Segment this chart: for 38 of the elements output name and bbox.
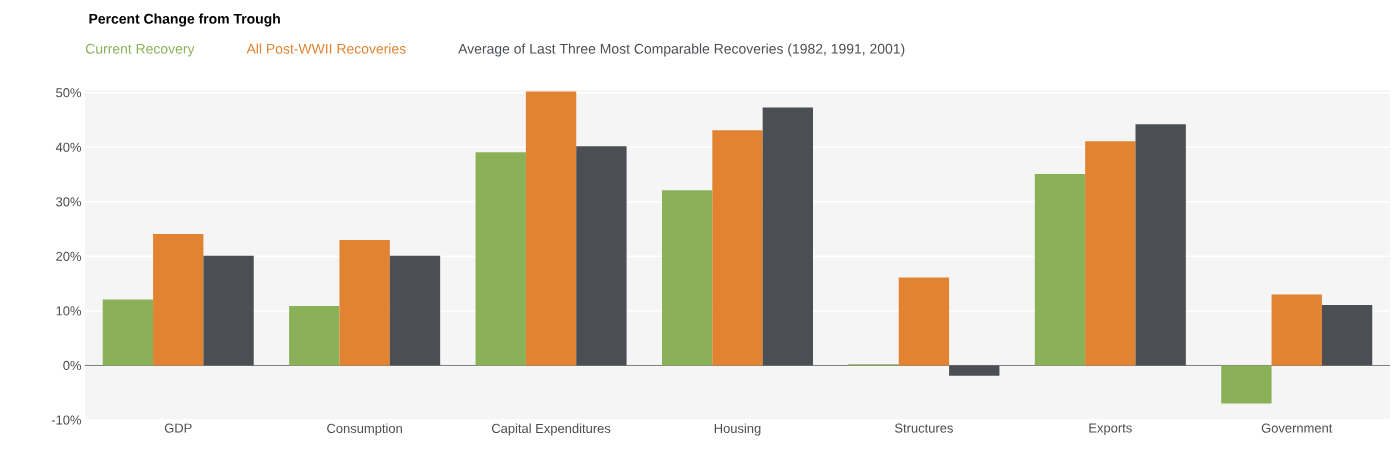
bar [576, 146, 627, 366]
y-tick-label: 10% [56, 306, 82, 316]
text: Current Recovery [85, 43, 195, 57]
bar [289, 305, 340, 366]
x-tick-label: Structures [894, 423, 953, 433]
text: All Post-WWII Recoveries [246, 43, 406, 54]
bar [712, 130, 763, 366]
y-tick-label: 40% [55, 142, 82, 152]
x-tick-label: Consumption [327, 423, 402, 436]
bar [1085, 141, 1136, 366]
bar [389, 255, 441, 366]
y-tick-label: 50% [56, 88, 82, 98]
bar [1271, 294, 1322, 366]
bar [339, 239, 390, 366]
bar [475, 152, 526, 366]
y-tick-label: -10% [51, 415, 82, 425]
bar [102, 299, 154, 366]
bar [1034, 173, 1086, 366]
y-tick-label: 20% [56, 251, 82, 261]
x-tick-label: Capital Expenditures [491, 423, 611, 436]
bar [1221, 365, 1272, 404]
bar [525, 91, 577, 366]
bar [898, 277, 950, 366]
x-tick-label: Exports [1089, 423, 1132, 436]
bar [661, 190, 713, 366]
bar [762, 107, 813, 366]
text: Average of Last Three Most Comparable Recoveries (1982, 1991, 2001) [458, 43, 905, 57]
chart-title: Percent Change from Trough [89, 13, 280, 27]
bar [1135, 124, 1186, 366]
y-tick-label: 0% [63, 360, 82, 371]
bar [949, 365, 1000, 376]
bar [203, 255, 254, 366]
bar [153, 233, 204, 366]
x-tick-label: Housing [714, 423, 761, 436]
y-tick-label: 30% [56, 197, 82, 207]
x-tick-label: Government [1261, 423, 1333, 433]
x-tick-label: GDP [164, 423, 192, 433]
bar [1321, 304, 1373, 366]
